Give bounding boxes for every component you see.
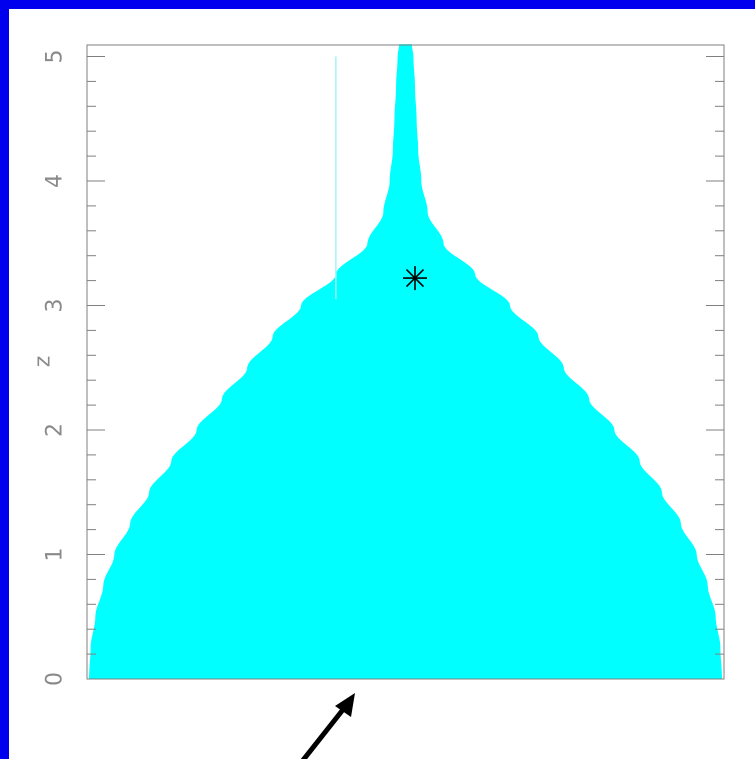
asterisk-stroke xyxy=(405,269,425,288)
marker-layer xyxy=(403,266,427,291)
y-tick-label: 5 xyxy=(43,50,68,64)
y-tick-label: 0 xyxy=(43,672,68,686)
y-tick-label: 4 xyxy=(43,174,68,188)
labels-layer: 0 1 2 3 4 5 z xyxy=(31,50,68,687)
chart: 0 1 2 3 4 5 z xyxy=(31,44,725,759)
asterisk-marker xyxy=(403,266,427,291)
plot-frame xyxy=(86,44,725,680)
y-tick-label: 3 xyxy=(43,299,68,313)
y-tick-label: 2 xyxy=(43,423,68,437)
y-axis-label: z xyxy=(31,356,56,368)
arrow-head xyxy=(335,693,355,717)
y-tick-label: 1 xyxy=(43,548,68,562)
ticks-layer xyxy=(87,56,724,680)
arrow-layer xyxy=(300,693,355,759)
filled-profile xyxy=(89,44,722,680)
arrow-shaft xyxy=(300,700,351,759)
fill-layer xyxy=(89,44,722,680)
figure-frame: 0 1 2 3 4 5 z xyxy=(9,9,755,759)
